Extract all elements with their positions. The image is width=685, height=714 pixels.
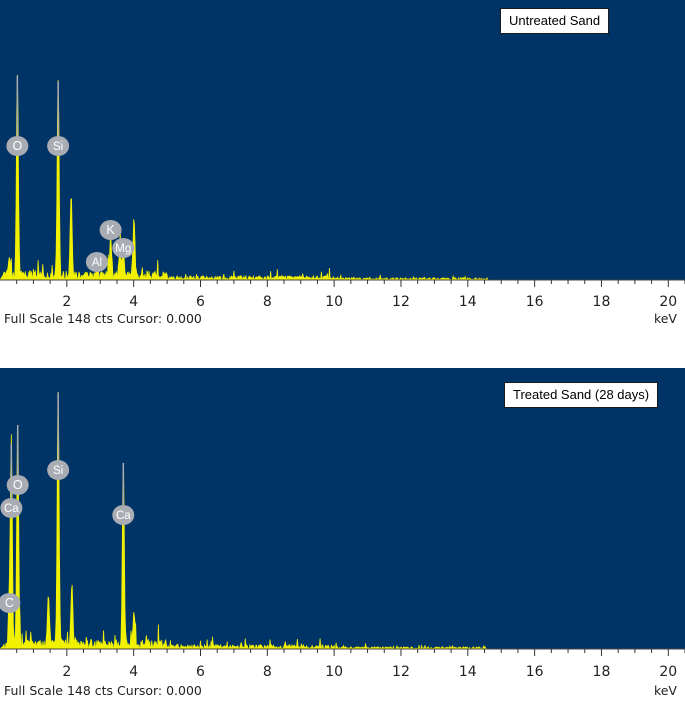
x-tick-label: 16 xyxy=(526,664,544,680)
element-marker-c: C xyxy=(0,593,21,613)
spectrum-panel-treated: 2 4 6 8 10 12 14 16 18 20 C Ca O Si Ca Treated Sand (2… xyxy=(0,368,685,714)
x-unit-label-treated: keV xyxy=(653,683,677,698)
x-tick-label: 14 xyxy=(459,664,477,680)
element-label: O xyxy=(13,478,23,492)
sample-label-treated: Treated Sand (28 days) xyxy=(504,382,659,408)
element-marker-ca: Ca xyxy=(112,462,135,525)
element-label: Ca xyxy=(116,510,131,522)
x-tick-label: 2 xyxy=(62,664,71,680)
x-tick-label: 8 xyxy=(263,664,272,680)
element-marker-al: Al xyxy=(85,252,108,272)
element-label: Al xyxy=(92,257,102,269)
status-bar-treated: Full Scale 148 cts Cursor: 0.000 xyxy=(4,683,202,698)
element-label: O xyxy=(13,139,23,153)
x-tick-label: 18 xyxy=(593,294,611,310)
eds-spectrum-treated: 2 4 6 8 10 12 14 16 18 20 C Ca O Si Ca xyxy=(0,368,685,680)
element-marker-mg: Mg xyxy=(112,238,135,258)
spectrum-panel-untreated: 2 4 6 8 10 12 14 16 18 20 O Si Al K Mg Untreated Sand … xyxy=(0,0,685,330)
eds-spectrum-untreated: 2 4 6 8 10 12 14 16 18 20 O Si Al KMg xyxy=(0,0,685,310)
spectrum-trace xyxy=(0,391,489,651)
plot-background xyxy=(0,0,685,280)
x-tick-label: 16 xyxy=(526,294,544,310)
x-tick-label: 12 xyxy=(392,664,410,680)
element-marker-k: K xyxy=(99,220,122,240)
x-tick-label: 8 xyxy=(263,294,272,310)
element-label: Mg xyxy=(115,243,131,255)
x-tick-label: 6 xyxy=(196,294,205,310)
element-label: Ca xyxy=(4,503,19,515)
x-tick-label: 4 xyxy=(129,664,138,680)
element-marker-o: O xyxy=(6,75,29,156)
element-label: Si xyxy=(53,141,63,153)
x-tick-label: 20 xyxy=(659,664,677,680)
x-tick-label: 6 xyxy=(196,664,205,680)
x-unit-label-untreated: keV xyxy=(653,311,677,326)
status-bar-untreated: Full Scale 148 cts Cursor: 0.000 xyxy=(4,311,202,326)
element-marker-si: Si xyxy=(47,392,70,480)
x-tick-label: 10 xyxy=(325,294,343,310)
x-tick-label: 18 xyxy=(593,664,611,680)
x-tick-label: 2 xyxy=(62,294,71,310)
x-tick-label: 4 xyxy=(129,294,138,310)
element-label: Si xyxy=(53,465,63,477)
element-marker-o: O xyxy=(6,424,29,495)
element-marker-ca: Ca xyxy=(0,443,23,518)
x-tick-label: 12 xyxy=(392,294,410,310)
x-tick-label: 10 xyxy=(325,664,343,680)
x-tick-label: 14 xyxy=(459,294,477,310)
x-tick-label: 20 xyxy=(659,294,677,310)
plot-background xyxy=(0,368,685,649)
element-label: K xyxy=(106,223,115,237)
element-label: C xyxy=(5,596,14,610)
element-marker-si: Si xyxy=(47,81,70,156)
sample-label-untreated: Untreated Sand xyxy=(500,8,610,34)
